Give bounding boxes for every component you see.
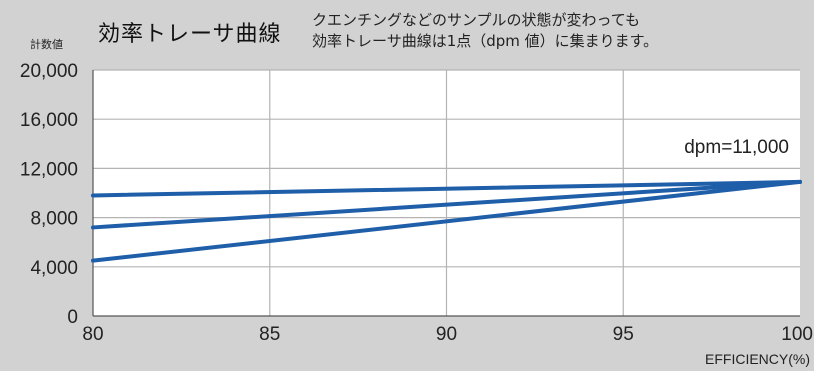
series-line-3 <box>91 179 802 263</box>
x-tick-label: 100 <box>781 324 813 345</box>
y-tick-label: 8,000 <box>30 209 78 230</box>
subtitle-line-1: クエンチングなどのサンプルの状態が変わっても <box>312 11 641 29</box>
series-line-1 <box>91 179 802 198</box>
grid-lines <box>92 69 800 317</box>
x-tick-label: 85 <box>259 324 280 345</box>
y-tick-labels: 0 4,000 8,000 12,000 16,000 20,000 <box>20 61 78 328</box>
x-tick-label: 80 <box>82 324 103 345</box>
x-axis-label: EFFICIENCY(%) <box>705 351 810 367</box>
series-line-2 <box>91 179 802 230</box>
y-tick-label: 16,000 <box>20 110 78 131</box>
y-axis-unit-label: 計数値 <box>30 38 63 51</box>
y-tick-label: 20,000 <box>20 61 78 82</box>
series-lines <box>91 179 802 263</box>
y-tick-label: 4,000 <box>30 258 78 279</box>
subtitle-line-2: 効率トレーサ曲線は1点（dpm 値）に集まります。 <box>312 32 659 50</box>
x-tick-labels: 80 85 90 95 100 <box>82 324 813 345</box>
chart-subtitle: クエンチングなどのサンプルの状態が変わっても 効率トレーサ曲線は1点（dpm 値… <box>312 10 658 52</box>
y-tick-label: 12,000 <box>20 159 78 180</box>
dpm-annotation: dpm=11,000 <box>684 137 789 158</box>
x-tick-label: 90 <box>436 324 457 345</box>
y-tick-label: 0 <box>67 307 78 328</box>
x-tick-label: 95 <box>613 324 634 345</box>
chart-title: 効率トレーサ曲線 <box>98 22 282 47</box>
